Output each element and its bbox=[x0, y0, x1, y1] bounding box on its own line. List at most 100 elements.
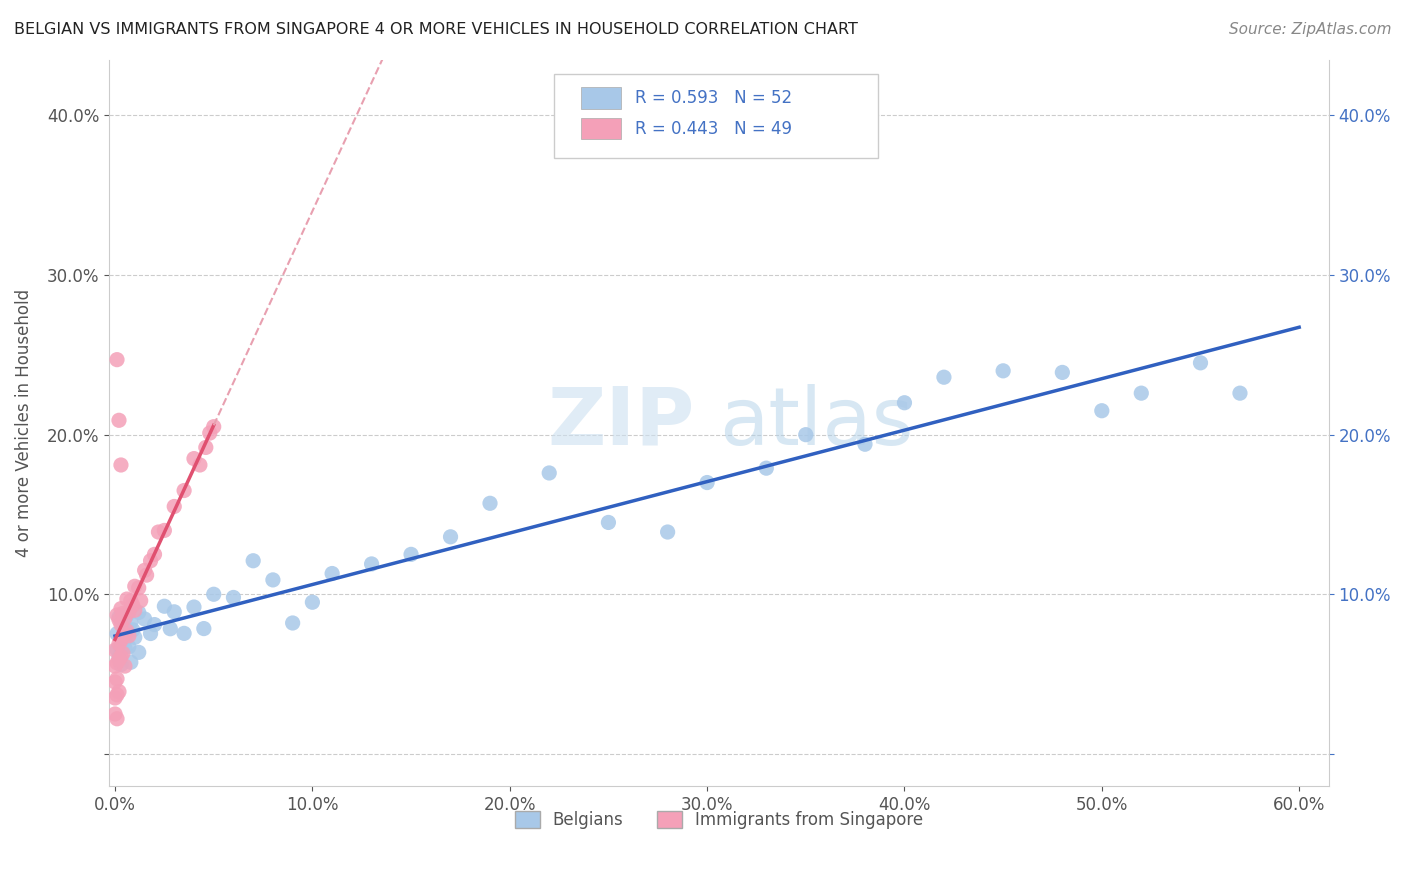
Point bbox=[183, 451, 205, 466]
Point bbox=[110, 657, 132, 672]
Point bbox=[108, 637, 131, 651]
Point bbox=[104, 706, 127, 721]
Point bbox=[183, 600, 205, 615]
Point bbox=[124, 603, 146, 617]
FancyBboxPatch shape bbox=[554, 74, 877, 158]
Text: Source: ZipAtlas.com: Source: ZipAtlas.com bbox=[1229, 22, 1392, 37]
Point bbox=[105, 656, 128, 670]
Point bbox=[893, 396, 915, 410]
Point bbox=[114, 640, 136, 655]
Point bbox=[104, 675, 127, 690]
Point bbox=[129, 593, 152, 607]
Point bbox=[105, 642, 128, 657]
Point bbox=[1189, 356, 1212, 370]
Point bbox=[242, 554, 264, 568]
Point bbox=[188, 458, 211, 472]
Point bbox=[111, 617, 134, 632]
Point bbox=[991, 364, 1014, 378]
Point bbox=[134, 563, 156, 577]
FancyBboxPatch shape bbox=[581, 87, 620, 109]
Point bbox=[108, 653, 131, 667]
Point bbox=[202, 587, 225, 601]
Text: atlas: atlas bbox=[718, 384, 914, 462]
Point bbox=[153, 599, 176, 614]
Point bbox=[755, 461, 778, 475]
Point bbox=[163, 605, 186, 619]
Point bbox=[128, 645, 150, 659]
Point bbox=[105, 607, 128, 622]
Point bbox=[139, 626, 162, 640]
Point bbox=[110, 649, 132, 664]
Point bbox=[110, 641, 132, 656]
Point bbox=[120, 655, 142, 669]
FancyBboxPatch shape bbox=[581, 118, 620, 139]
Point bbox=[194, 441, 217, 455]
Point bbox=[794, 427, 817, 442]
Point bbox=[115, 592, 138, 607]
Y-axis label: 4 or more Vehicles in Household: 4 or more Vehicles in Household bbox=[15, 289, 32, 557]
Point bbox=[108, 684, 131, 698]
Point bbox=[108, 413, 131, 427]
Point bbox=[118, 605, 141, 619]
Point bbox=[118, 629, 141, 643]
Point bbox=[110, 633, 132, 648]
Point bbox=[657, 524, 679, 539]
Point bbox=[1229, 386, 1251, 401]
Point bbox=[301, 595, 323, 609]
Text: ZIP: ZIP bbox=[547, 384, 695, 462]
Point bbox=[111, 607, 134, 621]
Point bbox=[108, 613, 131, 627]
Point bbox=[110, 601, 132, 615]
Point bbox=[173, 626, 195, 640]
Point bbox=[148, 524, 170, 539]
Point bbox=[121, 623, 143, 637]
Point bbox=[114, 627, 136, 641]
Point bbox=[281, 615, 304, 630]
Point bbox=[1091, 403, 1114, 417]
Point bbox=[114, 659, 136, 673]
Point bbox=[124, 631, 146, 645]
Point bbox=[108, 650, 131, 665]
Point bbox=[115, 608, 138, 623]
Point bbox=[198, 426, 221, 441]
Point bbox=[105, 688, 128, 702]
Point bbox=[360, 557, 382, 571]
Point bbox=[173, 483, 195, 498]
Point bbox=[105, 626, 128, 640]
Point bbox=[222, 591, 245, 605]
Point bbox=[120, 615, 142, 630]
Point bbox=[105, 672, 128, 686]
Point bbox=[115, 624, 138, 638]
Point bbox=[143, 617, 166, 632]
Point bbox=[124, 579, 146, 593]
Point bbox=[399, 547, 422, 561]
Point bbox=[202, 419, 225, 434]
Point bbox=[696, 475, 718, 490]
Point bbox=[105, 352, 128, 367]
Point bbox=[128, 581, 150, 595]
Text: R = 0.593   N = 52: R = 0.593 N = 52 bbox=[636, 89, 793, 107]
Point bbox=[120, 593, 142, 607]
Point bbox=[1130, 386, 1153, 401]
Point bbox=[105, 712, 128, 726]
Point bbox=[153, 524, 176, 538]
Point bbox=[538, 466, 561, 480]
Point bbox=[135, 568, 157, 582]
Point bbox=[118, 640, 141, 654]
Point bbox=[321, 566, 343, 581]
Legend: Belgians, Immigrants from Singapore: Belgians, Immigrants from Singapore bbox=[508, 804, 929, 836]
Point bbox=[114, 632, 136, 647]
Point bbox=[262, 573, 284, 587]
Point bbox=[853, 437, 876, 451]
Point bbox=[111, 646, 134, 660]
Point bbox=[104, 691, 127, 706]
Point bbox=[163, 500, 186, 514]
Point bbox=[143, 547, 166, 561]
Point bbox=[598, 516, 620, 530]
Point bbox=[108, 610, 131, 624]
Point bbox=[932, 370, 955, 384]
Point bbox=[159, 622, 181, 636]
Point bbox=[139, 554, 162, 568]
Point bbox=[439, 530, 461, 544]
Point bbox=[114, 611, 136, 625]
